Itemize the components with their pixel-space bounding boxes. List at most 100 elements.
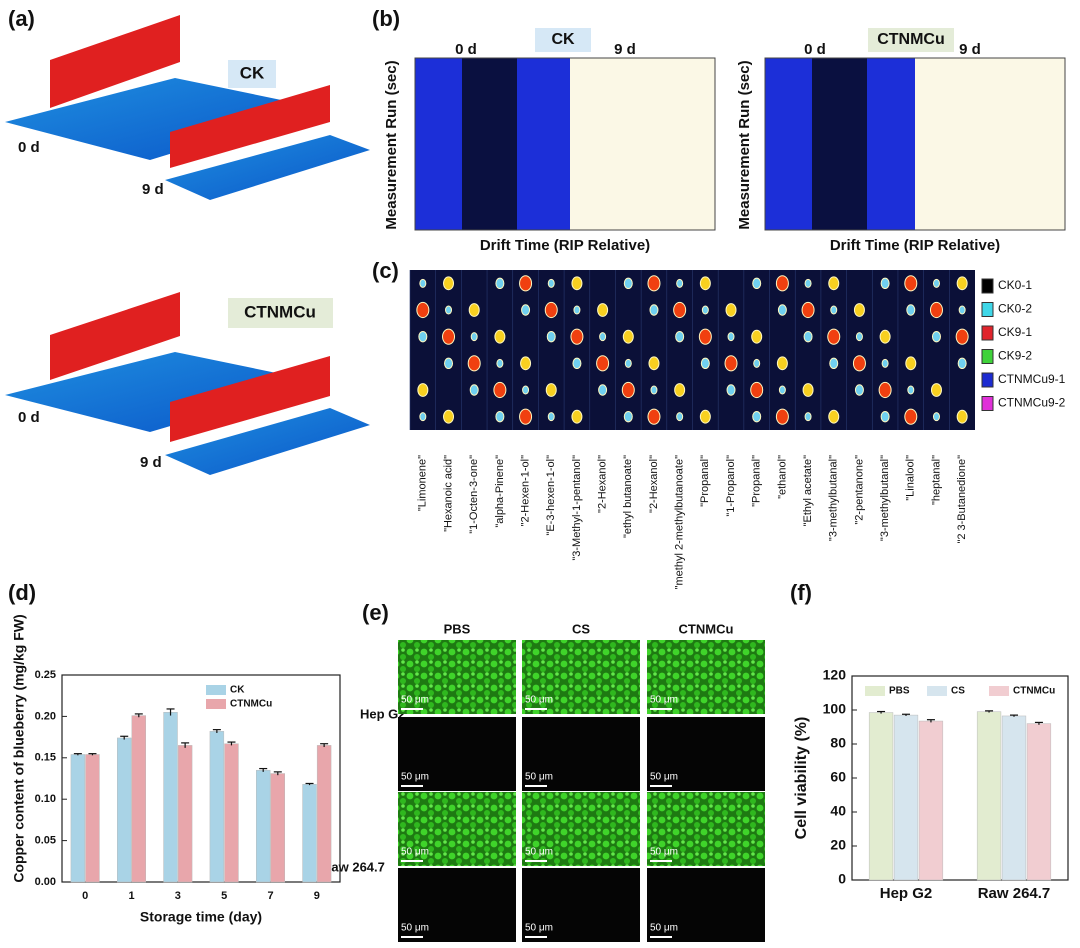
signal-spot bbox=[521, 304, 531, 316]
legend-swatch bbox=[981, 396, 994, 411]
x-tick-label: 5 bbox=[221, 890, 227, 902]
signal-spot bbox=[931, 330, 941, 343]
micrograph bbox=[398, 792, 516, 866]
legend-swatch bbox=[865, 686, 885, 696]
axis-label: Drift Time (RIP Relative) bbox=[480, 237, 650, 254]
signal-spot bbox=[494, 329, 506, 344]
signal-spot bbox=[623, 277, 633, 290]
signal-spot bbox=[519, 275, 533, 292]
label-box bbox=[228, 60, 276, 88]
micrograph bbox=[398, 640, 516, 714]
signal-spot bbox=[547, 278, 555, 288]
day-label: 0 d bbox=[455, 41, 477, 58]
signal-spot bbox=[544, 301, 558, 319]
bar bbox=[70, 754, 86, 883]
column-label: CTNMCu bbox=[679, 621, 734, 636]
signal-spot bbox=[468, 303, 480, 317]
compound-label: "alpha-Pinene" bbox=[494, 455, 506, 528]
spectrum-3d bbox=[5, 15, 370, 475]
signal-spot bbox=[700, 357, 710, 370]
x-tick-label: 7 bbox=[267, 890, 273, 902]
signal-spot bbox=[649, 304, 659, 316]
micrograph bbox=[647, 717, 765, 791]
micrograph bbox=[647, 868, 765, 942]
bar bbox=[209, 731, 225, 883]
column-label: CS bbox=[572, 621, 590, 636]
scale-bar-label: 50 μm bbox=[401, 847, 429, 858]
signal-spot bbox=[777, 304, 787, 316]
signal-spot bbox=[753, 358, 761, 368]
compound-label: "2-pentanone" bbox=[853, 455, 865, 525]
day-label: 9 d bbox=[140, 454, 162, 471]
legend-swatch bbox=[981, 349, 994, 364]
compound-label: "Hexanoic acid" bbox=[442, 455, 454, 532]
compound-label: "methyl 2-methylbutanoate" bbox=[674, 455, 686, 589]
legend-label: CK9-2 bbox=[998, 349, 1032, 363]
signal-spot bbox=[419, 278, 427, 288]
label-box bbox=[868, 28, 954, 52]
signal-spot bbox=[904, 408, 918, 425]
panel-label: (d) bbox=[8, 580, 36, 605]
plot-frame bbox=[61, 674, 341, 883]
compound-label: "Ethyl acetate" bbox=[802, 455, 814, 526]
group-label: CK bbox=[240, 63, 265, 82]
scale-bar-label: 50 μm bbox=[401, 923, 429, 934]
bar bbox=[270, 773, 285, 883]
signal-spot bbox=[827, 328, 841, 345]
plot-label: CK bbox=[551, 31, 575, 48]
compound-label: "3-Methyl-1-pentanol" bbox=[571, 455, 583, 561]
signal-spot bbox=[675, 330, 685, 343]
signal-spot bbox=[571, 276, 583, 291]
signal-spot bbox=[906, 304, 916, 316]
axis-label: Measurement Run (sec) bbox=[736, 60, 753, 229]
legend-label: CS bbox=[951, 686, 965, 697]
signal-spot bbox=[957, 357, 967, 370]
scale-bar-label: 50 μm bbox=[525, 847, 553, 858]
signal-spot bbox=[698, 328, 712, 345]
signal-spot bbox=[599, 332, 607, 342]
panel-label: (c) bbox=[372, 258, 399, 283]
signal-spot bbox=[726, 384, 736, 396]
legend-label: PBS bbox=[889, 686, 910, 697]
legend-swatch bbox=[981, 325, 994, 341]
signal-spot bbox=[881, 358, 889, 368]
heatmap bbox=[414, 57, 1066, 231]
signal-spot bbox=[778, 385, 786, 395]
signal-spot bbox=[727, 332, 735, 342]
signal-spot bbox=[750, 381, 764, 399]
day-label: 9 d bbox=[614, 41, 636, 58]
signal-spot bbox=[572, 357, 582, 370]
signal-spot bbox=[444, 357, 454, 370]
micrograph bbox=[647, 792, 765, 866]
signal-spot bbox=[416, 301, 430, 319]
scale-bar-label: 50 μm bbox=[650, 695, 678, 706]
signal-spot bbox=[699, 276, 711, 291]
signal-spot bbox=[570, 328, 584, 345]
signal-spot bbox=[519, 408, 533, 425]
signal-spot bbox=[932, 412, 940, 422]
y-tick-label: 0.10 bbox=[35, 793, 56, 805]
panel-label: (f) bbox=[790, 580, 812, 605]
micrograph bbox=[398, 717, 516, 791]
micrograph bbox=[522, 717, 640, 791]
signal-spot bbox=[830, 305, 838, 315]
signal-spot bbox=[956, 276, 968, 291]
legend-swatch bbox=[206, 699, 226, 709]
signal-spot bbox=[956, 409, 968, 424]
micrograph bbox=[522, 868, 640, 942]
axis-label: Drift Time (RIP Relative) bbox=[830, 237, 1000, 254]
signal-spot bbox=[443, 276, 455, 291]
bar bbox=[85, 754, 100, 883]
signal-spot bbox=[853, 303, 865, 317]
signal-spot bbox=[495, 277, 505, 290]
signal-spot bbox=[775, 275, 789, 292]
signal-spot bbox=[854, 384, 864, 396]
y-axis-label: Cell viability (%) bbox=[793, 717, 810, 840]
x-tick-label: Hep G2 bbox=[880, 885, 933, 902]
micrograph bbox=[522, 640, 640, 714]
bar bbox=[868, 712, 894, 881]
compound-label: "ethyl butanoate" bbox=[622, 455, 634, 538]
signal-spot bbox=[674, 383, 686, 397]
legend-swatch bbox=[206, 685, 226, 695]
